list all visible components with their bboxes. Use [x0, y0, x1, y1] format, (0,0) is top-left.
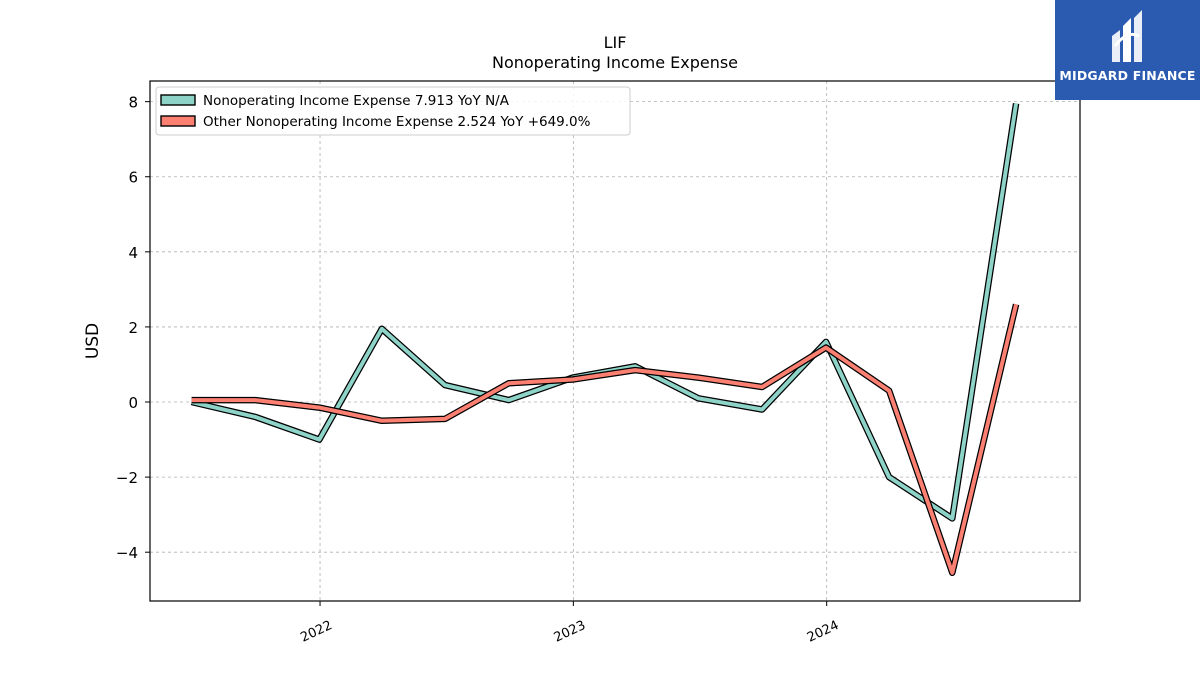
chart-subtitle: Nonoperating Income Expense: [491, 53, 739, 72]
logo-mark-icon: [1112, 10, 1142, 62]
legend-box: [155, 86, 631, 136]
y-tick-label: 4: [128, 244, 138, 262]
series-outline: [190, 103, 1020, 522]
legend: Nonoperating Income Expense 7.913 YoY N/…: [155, 86, 631, 136]
x-tick-label: 2022: [298, 618, 334, 646]
legend-swatch: [160, 115, 196, 127]
grid-lines: [150, 81, 1080, 601]
series-1: [190, 103, 1020, 522]
series-line: [191, 303, 1019, 575]
y-axis: −4 −2 0 2 4 6 8: [116, 94, 150, 562]
y-tick-label: 0: [128, 394, 138, 412]
y-tick-label: −2: [116, 469, 138, 487]
legend-label: Nonoperating Income Expense 7.913 YoY N/…: [203, 93, 510, 109]
y-axis-label: USD: [83, 323, 103, 359]
series-2: [191, 303, 1020, 577]
legend-label: Other Nonoperating Income Expense 2.524 …: [203, 114, 591, 130]
y-tick-label: −4: [116, 544, 138, 562]
series-line: [191, 103, 1019, 521]
x-tick-label: 2023: [552, 618, 588, 646]
y-tick-label: 2: [128, 319, 138, 337]
chart-title: LIF: [603, 33, 627, 52]
series-layer: [190, 103, 1020, 577]
brand-logo: MIDGARD FINANCE: [1055, 0, 1200, 100]
plot-frame: [149, 80, 1081, 602]
y-tick-label: 8: [128, 94, 138, 112]
x-tick-label: 2024: [805, 618, 841, 646]
y-tick-label: 6: [128, 169, 138, 187]
brand-name: MIDGARD FINANCE: [1059, 68, 1196, 83]
x-axis: 2022 2023 2024: [298, 601, 841, 646]
legend-swatch: [160, 94, 196, 106]
